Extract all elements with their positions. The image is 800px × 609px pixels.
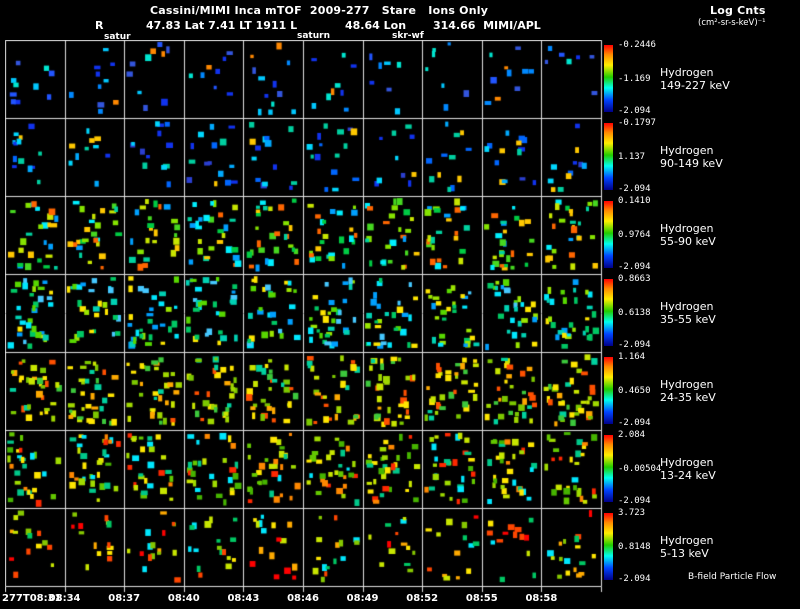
energy-band-label-row-3: Hydrogen 55-90 keV	[660, 222, 716, 248]
scale-mid-row-1: -1.169	[618, 74, 651, 84]
colorbar-row-4	[604, 279, 613, 346]
lon-value: 48.64 Lon	[345, 19, 407, 32]
time-tick-08:40: 08:40	[167, 593, 200, 604]
scale-mid-row-7: 0.8148	[618, 542, 651, 552]
page-title: Cassini/MIMI Inca mTOF 2009-277 Stare Io…	[150, 4, 489, 17]
time-tick-08:43: 08:43	[227, 593, 260, 604]
spectrogram-grid-canvas[interactable]	[5, 40, 603, 594]
colorbar-row-6	[604, 435, 613, 502]
scale-min-row-7: -2.094	[618, 574, 651, 584]
colorbar-row-1	[604, 45, 613, 112]
scale-min-row-4: -2.094	[618, 340, 651, 350]
scale-mid-row-3: 0.9764	[618, 230, 651, 240]
scale-mid-row-6: -0.00504	[618, 464, 662, 474]
colorbar-row-7	[604, 513, 613, 580]
legend-title: Log Cnts	[710, 4, 766, 17]
colorbar-row-2	[604, 123, 613, 190]
lat-lt-values: 47.83 Lat 7.41 LT 1911 L	[146, 19, 298, 32]
r-label: R	[95, 19, 104, 32]
annotation-skr-wf: skr-wf	[392, 31, 424, 41]
scale-min-row-6: -2.094	[618, 496, 651, 506]
scale-min-row-1: -2.094	[618, 106, 651, 116]
scale-max-row-2: -0.1797	[618, 118, 656, 128]
scale-max-row-1: -0.2446	[618, 40, 656, 50]
scale-mid-row-5: 0.4650	[618, 386, 651, 396]
scale-mid-row-4: 0.6138	[618, 308, 651, 318]
energy-band-label-row-7: Hydrogen 5-13 keV	[660, 534, 714, 560]
colorbar-row-5	[604, 357, 613, 424]
units-label: (cm²-sr-s-keV)⁻¹	[698, 18, 766, 28]
energy-band-label-row-4: Hydrogen 35-55 keV	[660, 300, 716, 326]
scale-max-row-6: 2.084	[618, 430, 646, 440]
energy-band-label-row-1: Hydrogen 149-227 keV	[660, 66, 730, 92]
lon-source-label: 314.66 MIMI/APL	[433, 19, 541, 32]
time-tick-08:49: 08:49	[346, 593, 379, 604]
bfield-particle-flow-label: B-field Particle Flow	[688, 572, 777, 582]
time-tick-08:58: 08:58	[525, 593, 558, 604]
time-tick-08:55: 08:55	[465, 593, 498, 604]
scale-mid-row-2: 1.137	[618, 152, 646, 162]
energy-band-label-row-5: Hydrogen 24-35 keV	[660, 378, 716, 404]
time-tick-08:52: 08:52	[406, 593, 439, 604]
annotation-saturn: saturn	[297, 31, 330, 41]
scale-max-row-3: 0.1410	[618, 196, 651, 206]
scale-min-row-2: -2.094	[618, 184, 651, 194]
scale-max-row-5: 1.164	[618, 352, 646, 362]
energy-band-label-row-6: Hydrogen 13-24 keV	[660, 456, 716, 482]
scale-max-row-4: 0.8663	[618, 274, 651, 284]
colorbar-row-3	[604, 201, 613, 268]
time-tick-08:34: 08:34	[48, 593, 81, 604]
time-tick-08:46: 08:46	[287, 593, 319, 604]
time-tick-08:37: 08:37	[108, 593, 141, 604]
energy-band-label-row-2: Hydrogen 90-149 keV	[660, 144, 723, 170]
scale-max-row-7: 3.723	[618, 508, 646, 518]
annotation-satur: satur	[104, 32, 131, 42]
scale-min-row-5: -2.094	[618, 418, 651, 428]
scale-min-row-3: -2.094	[618, 262, 651, 272]
time-start-label: 277T08:31	[2, 593, 62, 604]
